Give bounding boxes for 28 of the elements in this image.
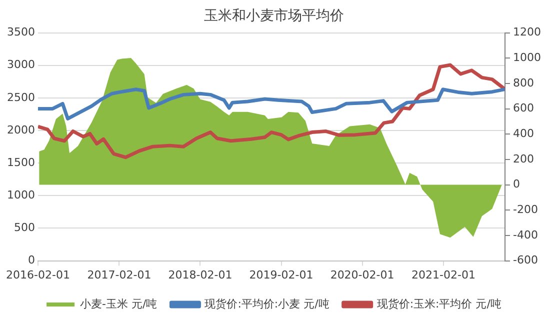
chart-title: 玉米和小麦市场平均价 <box>204 8 344 24</box>
x-tick-label: 2019-02-01 <box>249 268 314 282</box>
legend-label: 现货价:平均价:小麦 元/吨 <box>204 297 330 310</box>
legend-label: 现货价:玉米:平均价 元/吨 <box>376 297 502 310</box>
y2-tick-label: -200 <box>513 202 538 216</box>
y-tick-label: 1000 <box>6 188 35 202</box>
y-tick-label: 2500 <box>6 90 35 104</box>
legend-label: 小麦-玉米 元/吨 <box>80 297 158 310</box>
y-tick-label: 500 <box>14 221 35 234</box>
y-tick-label: 3500 <box>6 26 35 39</box>
y2-tick-label: 600 <box>513 102 534 115</box>
y2-tick-label: 0 <box>513 178 520 191</box>
y-tick-label: 1500 <box>6 156 35 169</box>
y2-tick-label: 800 <box>513 76 534 90</box>
y2-tick-label: -600 <box>513 254 538 267</box>
x-tick-label: 2020-02-01 <box>330 268 394 282</box>
x-tick-label: 2018-02-01 <box>168 268 232 282</box>
y-tick-label: 3000 <box>6 58 35 72</box>
x-tick-label: 2016-02-01 <box>6 268 70 282</box>
y2-tick-label: 200 <box>513 152 534 166</box>
y2-tick-label: -400 <box>513 228 538 242</box>
y2-tick-label: 400 <box>513 126 534 140</box>
y2-tick-label: 1000 <box>513 50 542 64</box>
y2-tick-label: 1200 <box>513 26 542 39</box>
x-tick-label: 2017-02-01 <box>87 268 152 282</box>
y-tick-label: 2000 <box>6 123 35 136</box>
x-tick-label: 2021-02-01 <box>412 268 476 282</box>
y-tick-label: 0 <box>28 254 35 267</box>
